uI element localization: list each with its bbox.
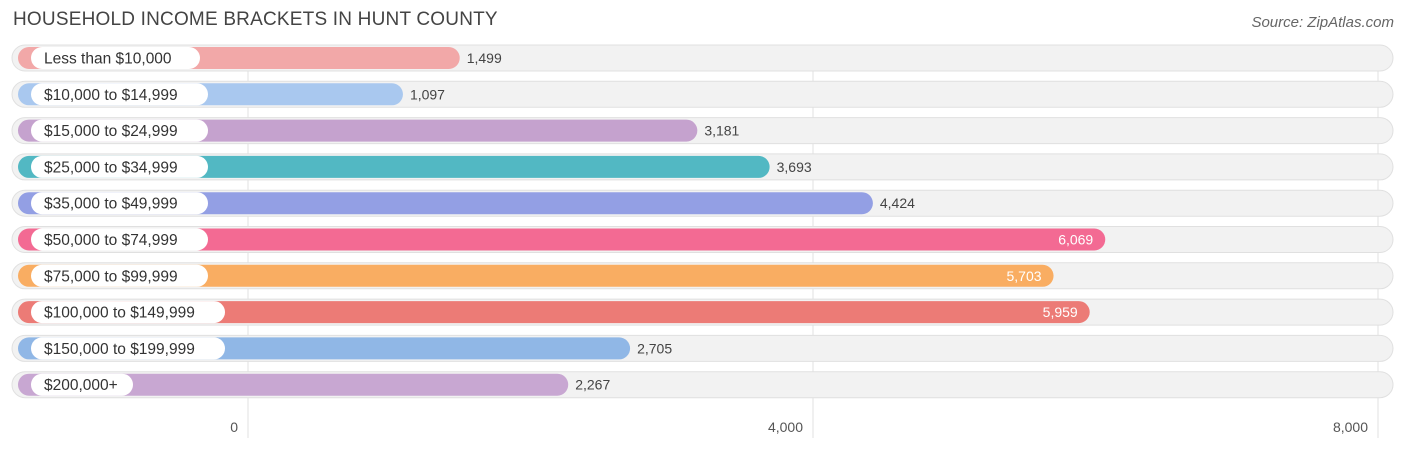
category-label: Less than $10,000 — [44, 51, 172, 68]
category-label-pill — [31, 228, 208, 251]
bar-row: $15,000 to $24,999 3,181 — [11, 117, 1394, 145]
x-tick-label: 0 — [230, 419, 238, 435]
category-label-pill — [31, 192, 208, 215]
category-label-pill — [31, 83, 208, 106]
value-label: 4,424 — [880, 195, 915, 211]
category-label-pill — [31, 264, 208, 287]
bar-row: $10,000 to $14,999 1,097 — [11, 80, 1394, 108]
bar — [18, 228, 1106, 251]
bar-row: $35,000 to $49,999 4,424 — [11, 189, 1394, 217]
bar — [18, 373, 569, 396]
bar — [18, 264, 1054, 287]
value-label: 5,959 — [1043, 304, 1078, 320]
category-label-pill — [31, 47, 200, 69]
value-label: 6,069 — [1058, 232, 1093, 248]
chart-title: HOUSEHOLD INCOME BRACKETS IN HUNT COUNTY — [13, 9, 498, 30]
bar-row: $50,000 to $74,999 6,069 — [11, 226, 1394, 253]
value-label: 5,703 — [1007, 268, 1042, 284]
chart-source: Source: ZipAtlas.com — [1251, 14, 1394, 31]
category-label-pill — [31, 155, 208, 178]
category-label: $50,000 to $74,999 — [44, 232, 178, 249]
bar-row: $75,000 to $99,999 5,703 — [11, 262, 1394, 290]
bar-row: Less than $10,000 1,499 — [11, 44, 1394, 72]
category-label-pill — [31, 373, 133, 396]
value-label: 2,705 — [637, 340, 672, 356]
category-label: $100,000 to $149,999 — [44, 305, 195, 322]
bar — [18, 192, 873, 215]
category-label-pill — [31, 119, 208, 142]
bar-row: $200,000+ 2,267 — [11, 371, 1394, 399]
category-label: $35,000 to $49,999 — [44, 196, 178, 213]
category-label: $150,000 to $199,999 — [44, 341, 195, 358]
category-label: $15,000 to $24,999 — [44, 123, 178, 140]
bar-row: $100,000 to $149,999 5,959 — [11, 298, 1394, 326]
bar-row: $25,000 to $34,999 3,693 — [11, 153, 1394, 181]
bar-row: $150,000 to $199,999 2,705 — [11, 334, 1394, 362]
category-label: $75,000 to $99,999 — [44, 268, 178, 285]
value-label: 2,267 — [575, 377, 610, 393]
category-label: $10,000 to $14,999 — [44, 87, 178, 104]
value-label: 1,499 — [467, 50, 502, 66]
x-axis-ticks: 0 4,000 8,000 — [230, 419, 1368, 435]
category-label-pill — [31, 301, 225, 324]
value-label: 1,097 — [410, 86, 445, 102]
value-label: 3,693 — [777, 159, 812, 175]
category-label: $200,000+ — [44, 377, 118, 394]
x-tick-label: 4,000 — [768, 419, 803, 435]
category-label: $25,000 to $34,999 — [44, 159, 178, 176]
bar — [18, 301, 1090, 324]
bar-rows: Less than $10,000 1,499 $10,000 to $14,999… — [11, 44, 1394, 399]
value-label: 3,181 — [704, 123, 739, 139]
category-label-pill — [31, 337, 225, 360]
x-tick-label: 8,000 — [1333, 419, 1368, 435]
